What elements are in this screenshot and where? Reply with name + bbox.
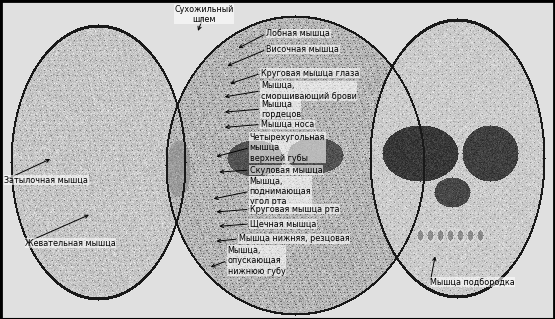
Text: Затылочная мышца: Затылочная мышца <box>4 176 88 185</box>
Text: Мышца носа: Мышца носа <box>261 120 314 129</box>
Text: Круговая мышца глаза: Круговая мышца глаза <box>261 69 359 78</box>
Text: Щечная мышца: Щечная мышца <box>250 219 316 228</box>
Text: Мышца нижняя, резцовая: Мышца нижняя, резцовая <box>239 234 350 243</box>
Text: Мышца подбородка: Мышца подбородка <box>430 278 515 287</box>
Text: Жевательная мышца: Жевательная мышца <box>25 239 116 248</box>
Text: Сухожильный
шлем: Сухожильный шлем <box>175 5 234 24</box>
Text: Мышца,
поднимающая
угол рта: Мышца, поднимающая угол рта <box>250 176 311 206</box>
Text: Круговая мышца рта: Круговая мышца рта <box>250 205 339 214</box>
Text: Височная мышца: Височная мышца <box>266 45 339 54</box>
Text: Мышца,
сморщивающий брови: Мышца, сморщивающий брови <box>261 81 357 100</box>
Text: Четырехугольная
мышца
верхней губы: Четырехугольная мышца верхней губы <box>250 133 325 163</box>
Text: Лобная мышца: Лобная мышца <box>266 29 330 38</box>
Text: Мышца,
опускающая
нижнюю губу: Мышца, опускающая нижнюю губу <box>228 246 285 276</box>
Text: Скуловая мышца: Скуловая мышца <box>250 166 322 174</box>
Text: Мышца
гордецов: Мышца гордецов <box>261 100 301 119</box>
